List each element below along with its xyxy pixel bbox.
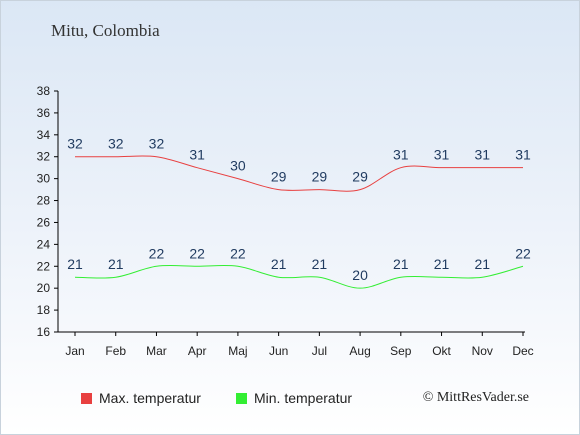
data-label: 32 xyxy=(108,136,124,152)
data-label: 21 xyxy=(271,256,287,272)
x-tick-label: Jun xyxy=(269,344,288,358)
x-tick-label: Apr xyxy=(188,344,207,358)
data-label: 22 xyxy=(189,245,205,261)
series-line-min xyxy=(74,264,524,289)
data-label: 21 xyxy=(312,256,328,272)
x-tick-label: Aug xyxy=(349,344,370,358)
y-tick-label: 28 xyxy=(37,194,51,208)
data-label: 30 xyxy=(230,158,246,174)
y-tick-label: 20 xyxy=(37,281,51,295)
data-label: 21 xyxy=(393,256,409,272)
x-tick-label: Maj xyxy=(228,344,247,358)
x-tick-label: Feb xyxy=(105,344,126,358)
y-tick-label: 24 xyxy=(37,237,51,251)
chart-title: Mitu, Colombia xyxy=(51,21,160,40)
legend-item-max: Max. temperatur xyxy=(81,390,201,406)
data-label: 21 xyxy=(108,256,124,272)
legend-label-min: Min. temperatur xyxy=(254,390,353,406)
x-tick-label: Mar xyxy=(146,344,167,358)
x-tick-label: Jan xyxy=(65,344,84,358)
data-label: 29 xyxy=(271,169,287,185)
data-label: 31 xyxy=(189,147,205,163)
axes: 16 18 20 22 24 26 28 30 32 34 36 38 Jan Feb Mar Apr Maj J… xyxy=(37,84,534,358)
y-tick-label: 30 xyxy=(37,172,51,186)
data-label: 31 xyxy=(515,147,531,163)
data-label: 22 xyxy=(230,245,246,261)
data-label: 22 xyxy=(515,245,531,261)
data-label: 20 xyxy=(352,267,368,283)
y-tick-label: 26 xyxy=(37,215,51,229)
data-labels: 32 32 32 31 30 29 29 29 31 31 31 31 21 21 22 22 22 21 21 20… xyxy=(67,136,531,283)
data-label: 22 xyxy=(149,245,165,261)
x-tick-label: Dec xyxy=(512,344,533,358)
data-label: 21 xyxy=(474,256,490,272)
data-label: 31 xyxy=(434,147,450,163)
legend-label-max: Max. temperatur xyxy=(99,390,201,406)
data-label: 32 xyxy=(149,136,165,152)
y-tick-label: 34 xyxy=(37,128,51,142)
series-line-max xyxy=(74,155,523,192)
data-label: 29 xyxy=(352,169,368,185)
data-label: 21 xyxy=(67,256,83,272)
y-tick-label: 38 xyxy=(37,84,51,98)
x-tick-label: Nov xyxy=(472,344,493,358)
y-tick-label: 36 xyxy=(37,106,51,120)
legend-swatch-min xyxy=(236,392,247,404)
legend-item-min: Min. temperatur xyxy=(236,390,352,406)
legend-swatch-max xyxy=(81,392,92,404)
series-lines xyxy=(74,155,524,289)
y-tick-label: 16 xyxy=(37,325,51,339)
x-tick-label: Okt xyxy=(432,344,451,358)
data-label: 31 xyxy=(474,147,490,163)
x-tick-label: Sep xyxy=(390,344,412,358)
data-label: 29 xyxy=(312,169,328,185)
data-label: 21 xyxy=(434,256,450,272)
y-tick-label: 22 xyxy=(37,259,51,273)
data-label: 32 xyxy=(67,136,83,152)
credit-link[interactable]: © MittResVader.se xyxy=(422,390,529,405)
y-tick-label: 32 xyxy=(37,150,51,164)
x-tick-label: Jul xyxy=(312,344,327,358)
data-label: 31 xyxy=(393,147,409,163)
y-tick-label: 18 xyxy=(37,303,51,317)
